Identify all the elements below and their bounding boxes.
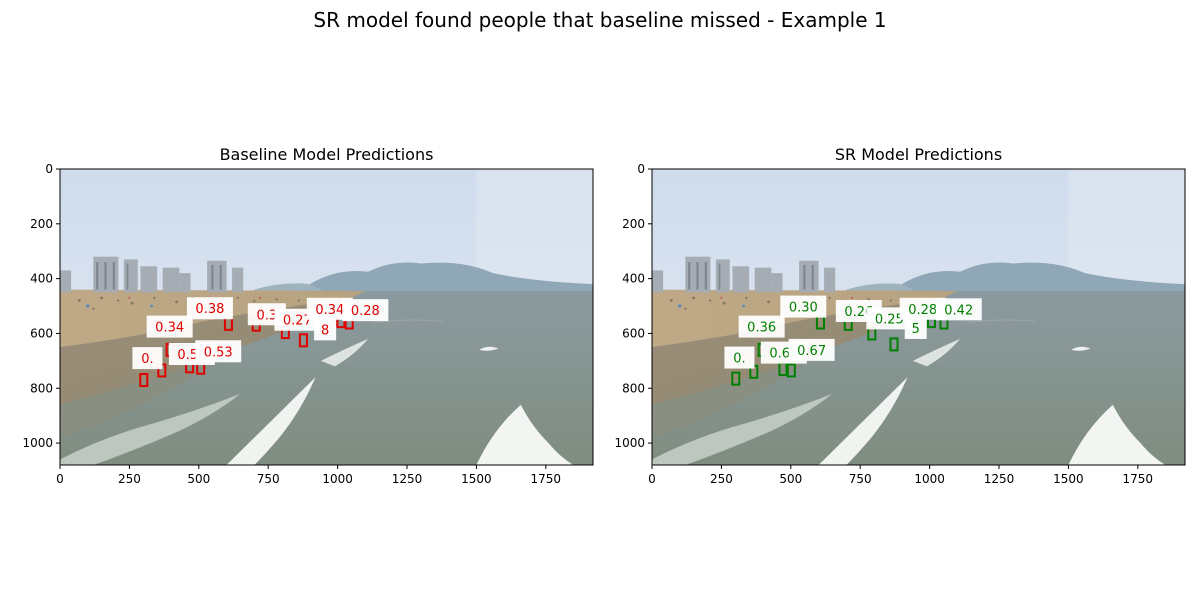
detection-score: 0.25 xyxy=(875,312,904,327)
score-label-bg xyxy=(724,346,755,369)
x-tick-label: 1000 xyxy=(322,472,353,486)
detection-score: 0.38 xyxy=(195,302,224,317)
detection-score: 0.53 xyxy=(204,345,233,360)
y-tick-label: 600 xyxy=(30,326,53,340)
score-label-bg xyxy=(738,315,785,338)
y-tick-label: 800 xyxy=(30,381,53,395)
detection-box xyxy=(889,337,899,352)
y-tick-label: 0 xyxy=(637,162,645,176)
axes-frame xyxy=(59,168,594,466)
score-label-bg xyxy=(342,299,389,322)
x-tick-label: 1500 xyxy=(461,472,492,486)
y-tick-label: 400 xyxy=(30,272,53,286)
detection-score: 0. xyxy=(141,352,153,367)
x-tick-label: 1750 xyxy=(1123,472,1154,486)
x-tick-label: 1000 xyxy=(914,472,945,486)
detection-score: 0.42 xyxy=(944,303,973,318)
x-tick-label: 250 xyxy=(710,472,733,486)
y-tick-label: 1000 xyxy=(22,436,53,450)
score-label-bg xyxy=(186,297,233,320)
score-label-bg xyxy=(195,340,242,363)
detection-score: 0.27 xyxy=(283,314,312,329)
detection-score: 0.30 xyxy=(789,301,818,316)
x-tick-label: 1250 xyxy=(392,472,423,486)
y-tick-label: 200 xyxy=(622,217,645,231)
score-label-bg xyxy=(132,347,163,370)
detection-score: 8 xyxy=(321,323,329,338)
x-tick-label: 0 xyxy=(56,472,64,486)
detection-score: 0.34 xyxy=(315,303,344,318)
panel-sr: SR Model Predictions 0.30 0.36 0.26 0.25 0.28… xyxy=(614,145,1186,486)
x-tick-label: 250 xyxy=(118,472,141,486)
y-tick-label: 0 xyxy=(45,162,53,176)
detection-score: 0.3 xyxy=(256,308,277,323)
panel-title: SR Model Predictions xyxy=(835,145,1002,164)
detection-score: 0.34 xyxy=(155,321,184,336)
score-label-bg xyxy=(314,318,337,341)
score-label-bg xyxy=(146,315,193,338)
score-label-bg xyxy=(935,298,982,321)
detection-score: 0.28 xyxy=(351,304,380,319)
score-label-bg xyxy=(780,295,827,318)
y-tick-label: 600 xyxy=(622,326,645,340)
detection-score: 5 xyxy=(912,322,920,337)
detection-score: 0.26 xyxy=(844,305,873,320)
panel-title: Baseline Model Predictions xyxy=(220,145,434,164)
score-label-bg xyxy=(904,316,927,339)
x-tick-label: 500 xyxy=(187,472,210,486)
detection-score: 0.67 xyxy=(797,344,826,359)
detection-score: 0.36 xyxy=(747,321,776,336)
x-tick-label: 750 xyxy=(257,472,280,486)
detection-box xyxy=(139,373,149,388)
detection-box xyxy=(731,371,741,386)
x-tick-label: 500 xyxy=(779,472,802,486)
x-tick-label: 750 xyxy=(849,472,872,486)
x-tick-label: 1500 xyxy=(1053,472,1084,486)
detection-score: 0. xyxy=(733,352,745,367)
score-label-bg xyxy=(899,297,946,320)
detection-box xyxy=(298,333,308,348)
score-label-bg xyxy=(788,338,835,361)
x-tick-label: 0 xyxy=(648,472,656,486)
x-tick-label: 1250 xyxy=(984,472,1015,486)
detection-box xyxy=(786,363,796,378)
score-label-bg xyxy=(306,297,353,320)
axes-frame xyxy=(651,168,1186,466)
x-tick-label: 1750 xyxy=(531,472,562,486)
detection-score: 0.28 xyxy=(908,303,937,318)
y-tick-label: 200 xyxy=(30,217,53,231)
y-tick-label: 1000 xyxy=(614,436,645,450)
y-tick-label: 800 xyxy=(622,381,645,395)
figure-title: SR model found people that baseline miss… xyxy=(313,8,887,32)
y-tick-label: 400 xyxy=(622,272,645,286)
